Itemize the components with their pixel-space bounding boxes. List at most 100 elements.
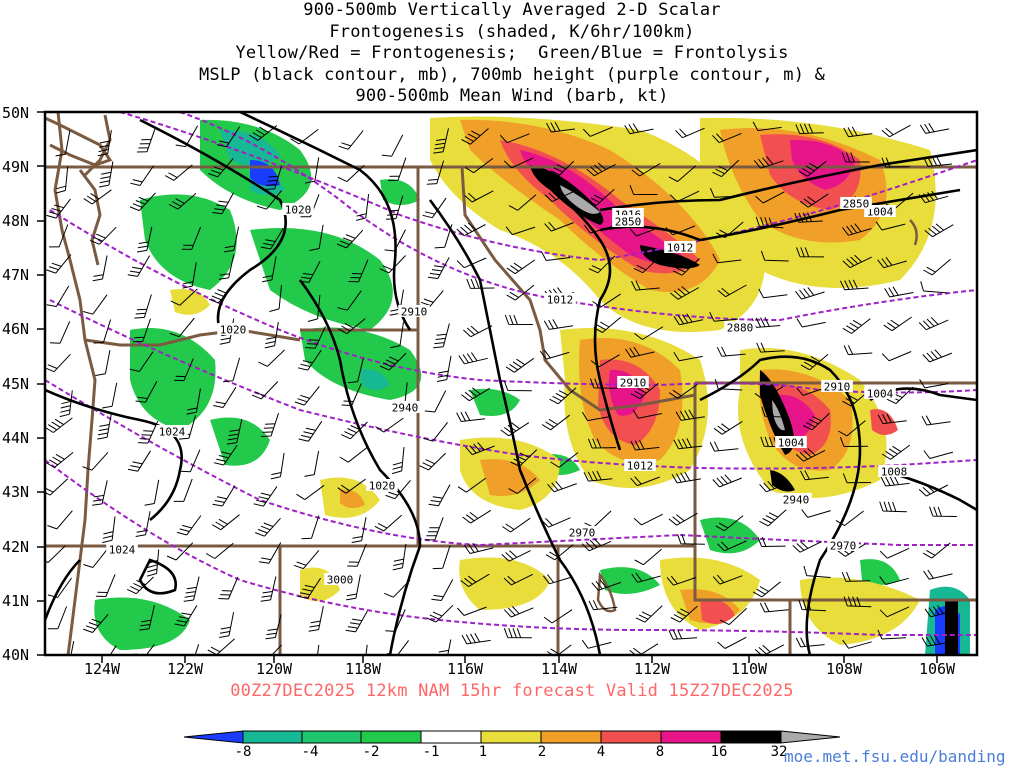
mslp-contour-label: 1012: [667, 242, 694, 255]
mslp-label-bg: [106, 543, 138, 555]
wind-barb: [544, 221, 574, 232]
wind-barb: [630, 439, 660, 451]
wind-barb: [168, 193, 197, 210]
wind-barb: [212, 485, 236, 507]
wind-barb: [503, 573, 534, 586]
wind-barb: [49, 321, 71, 344]
mslp-contour-label: 1020: [285, 204, 312, 217]
wind-barb: [218, 576, 239, 600]
lat-label: 43N: [2, 483, 30, 501]
wind-barb: [752, 121, 782, 132]
wind-barb: [183, 576, 200, 602]
lat-label: 40N: [2, 646, 30, 664]
lake: [909, 219, 918, 246]
wind-barb: [629, 227, 660, 237]
wind-barb: [337, 478, 366, 494]
wind-barb: [800, 470, 829, 481]
wind-barb: [297, 349, 322, 371]
wind-barb: [924, 223, 954, 238]
wind-barb: [584, 510, 612, 528]
height-contour-label: 2940: [392, 402, 419, 415]
wind-barb: [842, 318, 871, 334]
wind-barb: [129, 351, 154, 372]
colorbar-label: -1: [422, 744, 440, 760]
wind-barb: [717, 284, 747, 298]
wind-barb: [45, 452, 74, 468]
wind-barb: [920, 281, 948, 294]
wind-barb: [136, 128, 156, 153]
wind-barb: [923, 258, 951, 276]
wind-barb: [719, 607, 748, 626]
wind-barb: [298, 260, 321, 283]
colorbar-label: -4: [301, 744, 319, 760]
wind-barb: [505, 226, 536, 236]
wind-barb: [258, 542, 282, 564]
title-line: Frontogenesis (shaded, K/6hr/100km): [329, 21, 695, 42]
wind-barb: [881, 157, 910, 168]
wind-barb: [97, 130, 112, 157]
wind-barb: [918, 484, 949, 497]
wind-barb: [90, 226, 117, 245]
wind-barb: [842, 473, 872, 484]
mslp-label-bg: [664, 241, 696, 253]
colorbar-swatch: [780, 730, 841, 744]
wind-barb: [428, 484, 451, 507]
mslp-contour-label: 1024: [159, 426, 186, 439]
wind-barb: [800, 354, 829, 371]
wind-barb: [795, 448, 826, 462]
wind-barb: [144, 479, 160, 506]
wind-barb: [843, 345, 873, 356]
mslp-label-bg: [366, 479, 398, 491]
wind-barb: [924, 605, 955, 618]
lon-label: 120W: [255, 660, 293, 678]
lat-label: 41N: [2, 592, 30, 610]
wind-barb: [205, 542, 234, 559]
height-label-bg: [617, 376, 649, 388]
wind-barb: [255, 517, 281, 537]
wind-barb: [180, 449, 201, 473]
wind-barb: [83, 548, 109, 568]
wind-barb: [181, 226, 202, 250]
wind-barb: [752, 581, 781, 598]
mslp-contour-label: 1024: [109, 544, 136, 557]
wind-barb: [433, 323, 450, 349]
wind-barb: [877, 629, 906, 640]
wind-barb: [385, 195, 404, 220]
wind-barb: [463, 542, 494, 554]
wind-barb: [546, 121, 576, 133]
wind-barb: [877, 413, 907, 425]
height-label-bg: [724, 321, 756, 333]
height-contour-label: 2970: [569, 527, 596, 540]
wind-barb: [355, 194, 370, 221]
wind-barb: [304, 450, 320, 477]
lon-label: 110W: [730, 660, 768, 678]
wind-barb: [635, 605, 663, 623]
wind-barb: [717, 636, 747, 649]
wind-barb: [213, 386, 237, 408]
wind-barb: [586, 162, 616, 177]
wind-barb: [83, 613, 109, 633]
colorbar-swatch: [301, 730, 362, 744]
title-line: Yellow/Red = Frontogenesis; Green/Blue =…: [235, 43, 789, 63]
wind-barb: [715, 221, 744, 239]
wind-barb: [712, 253, 742, 264]
colorbar-label: -8: [234, 744, 252, 760]
colorbar-swatch: [660, 730, 722, 744]
wind-barb: [506, 259, 536, 275]
wind-barb: [503, 606, 534, 618]
wind-barb: [466, 278, 495, 289]
wind-barb: [751, 317, 781, 328]
lon-label: 112W: [633, 660, 671, 678]
wind-barb: [583, 470, 613, 482]
wind-barb: [842, 223, 872, 236]
wind-barb: [503, 157, 534, 169]
wind-barb: [879, 576, 909, 585]
wind-barb: [135, 511, 151, 537]
wind-barb: [130, 165, 155, 186]
wind-barb: [877, 256, 907, 269]
wind-barb: [541, 251, 571, 261]
wind-barb: [921, 415, 951, 426]
lat-label: 44N: [2, 429, 30, 447]
wind-barb: [182, 262, 197, 289]
wind-barb: [543, 609, 573, 624]
